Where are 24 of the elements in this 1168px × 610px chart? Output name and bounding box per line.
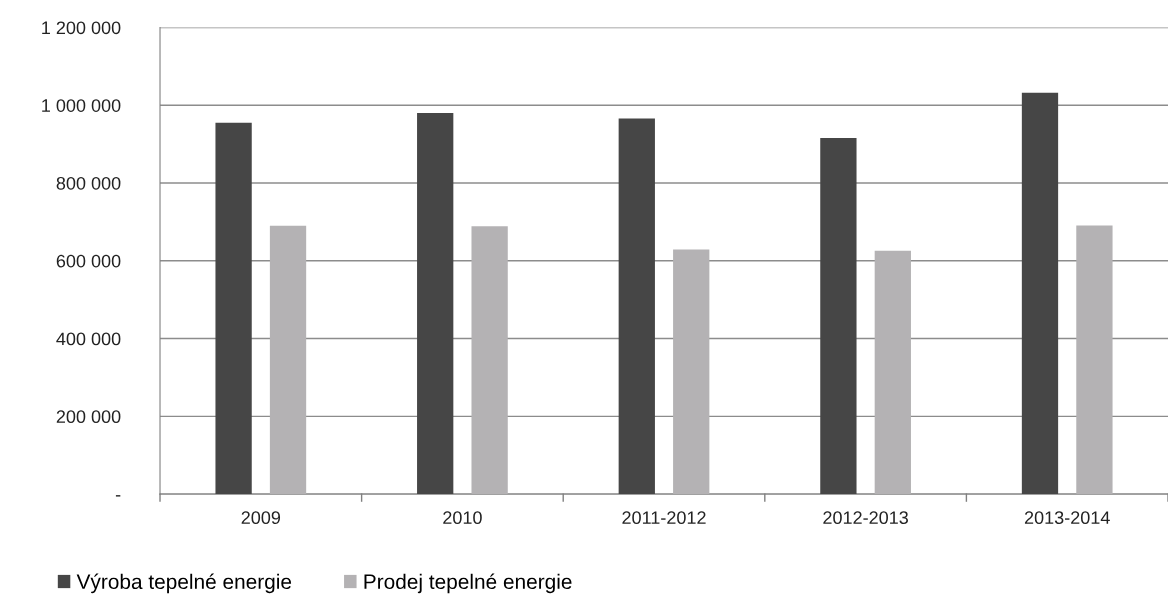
y-tick-label: 200 000	[56, 410, 121, 424]
bar	[874, 250, 911, 495]
y-tick-label: 400 000	[56, 332, 121, 346]
bar	[269, 225, 307, 495]
legend-label: Prodej tepelné energie	[364, 573, 572, 594]
y-tick-label: 1 200 000	[42, 21, 121, 35]
legend-label: Výroba tepelné energie	[76, 573, 292, 594]
bar	[673, 249, 710, 495]
y-tick-label: 800 000	[56, 176, 121, 190]
bar	[820, 137, 857, 495]
bar	[471, 226, 508, 495]
y-tick-label: -	[115, 495, 121, 497]
bar	[215, 122, 252, 495]
x-tick-label: 2013-2014	[1024, 511, 1110, 525]
x-tick-label: 2011-2012	[622, 511, 706, 525]
bar	[1076, 225, 1113, 495]
bar	[618, 118, 655, 495]
y-tick-label: 600 000	[56, 254, 121, 268]
x-tick-label: 2009	[241, 511, 281, 525]
bar	[417, 113, 454, 495]
y-tick-label: 1 000 000	[42, 99, 121, 112]
x-tick-label: 2012-2013	[823, 511, 908, 525]
x-tick-label: 2010	[443, 511, 482, 525]
bar	[1021, 92, 1059, 495]
